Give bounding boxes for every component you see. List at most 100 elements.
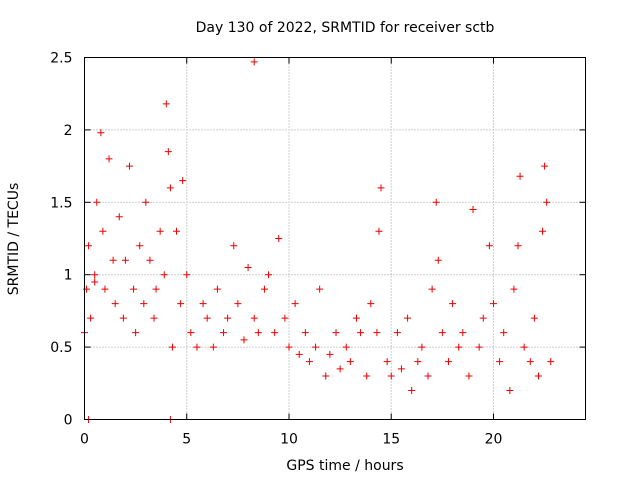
data-point [326, 350, 334, 358]
data-point [85, 242, 93, 250]
data-point [254, 329, 262, 337]
data-point [244, 263, 252, 271]
data-point [132, 329, 140, 337]
data-point [387, 372, 395, 380]
data-point [373, 329, 381, 337]
data-point [404, 314, 412, 322]
y-tick-label: 2 [64, 123, 73, 139]
data-point [105, 155, 113, 163]
data-point [543, 198, 551, 206]
data-point [119, 314, 127, 322]
data-point [432, 198, 440, 206]
data-point [301, 329, 309, 337]
data-point [230, 242, 238, 250]
x-tick-label: 20 [485, 432, 503, 448]
data-point [408, 387, 416, 395]
data-point [520, 343, 528, 351]
x-axis-label: GPS time / hours [286, 458, 403, 474]
y-tick-label: 1 [64, 268, 73, 284]
data-point [99, 227, 107, 235]
data-point [109, 256, 117, 264]
y-tick-label: 0 [64, 413, 73, 429]
data-point [455, 343, 463, 351]
data-point [111, 300, 119, 308]
data-point [285, 343, 293, 351]
data-point [115, 213, 123, 221]
data-point [357, 329, 365, 337]
data-point [291, 300, 299, 308]
data-point [322, 372, 330, 380]
data-point [295, 350, 303, 358]
y-tick-label: 0.5 [50, 340, 72, 356]
data-point [93, 198, 101, 206]
data-point [281, 314, 289, 322]
data-point [260, 285, 268, 293]
data-point [336, 365, 344, 373]
data-point [312, 343, 320, 351]
data-point [459, 329, 467, 337]
chart-title: Day 130 of 2022, SRMTID for receiver sct… [196, 20, 495, 36]
plot-frame [84, 57, 586, 420]
data-point [173, 227, 181, 235]
data-point [516, 172, 524, 180]
data-point [152, 285, 160, 293]
data-point [87, 314, 95, 322]
data-points [81, 58, 555, 423]
data-point [539, 227, 547, 235]
data-point [428, 285, 436, 293]
data-point [97, 129, 105, 137]
data-point [140, 300, 148, 308]
data-point [142, 198, 150, 206]
data-point [305, 358, 313, 366]
data-point [316, 285, 324, 293]
data-point [156, 227, 164, 235]
data-point [275, 235, 283, 242]
outlier-point [91, 278, 99, 286]
data-point [250, 314, 258, 322]
data-point [220, 329, 228, 337]
data-point [162, 100, 170, 108]
data-point [414, 358, 422, 366]
data-point [164, 148, 172, 156]
data-point [438, 329, 446, 337]
grid-lines [84, 57, 586, 420]
data-point [199, 300, 207, 308]
axis-ticks: 0 5 10 15 20 0 0.5 1 1.5 2 2.5 [50, 51, 586, 448]
data-point [332, 329, 340, 337]
data-point [136, 242, 144, 250]
data-point [130, 285, 138, 293]
data-point [224, 314, 232, 322]
data-point [489, 300, 497, 308]
data-point [534, 372, 542, 380]
y-tick-label: 2.5 [50, 51, 72, 67]
data-point [193, 343, 201, 351]
data-point [213, 285, 221, 293]
data-point [183, 271, 191, 279]
data-point [187, 329, 195, 337]
data-point [434, 256, 442, 264]
data-point [418, 343, 426, 351]
data-point [377, 184, 385, 192]
data-point [375, 227, 383, 235]
data-point [526, 358, 534, 366]
data-point [449, 300, 457, 308]
data-point [393, 329, 401, 337]
data-point [541, 162, 549, 170]
data-point [479, 314, 487, 322]
data-point [352, 314, 360, 322]
data-point [150, 314, 158, 322]
data-point [166, 184, 174, 192]
x-tick-label: 5 [182, 432, 191, 448]
data-point [146, 256, 154, 264]
x-tick-label: 10 [280, 432, 298, 448]
data-point [168, 343, 176, 351]
data-point [510, 285, 518, 293]
data-point [530, 314, 538, 322]
data-point [465, 372, 473, 380]
data-point [234, 300, 242, 308]
x-tick-label: 15 [382, 432, 400, 448]
data-point [475, 343, 483, 351]
data-point [179, 177, 187, 185]
data-point [506, 387, 514, 395]
